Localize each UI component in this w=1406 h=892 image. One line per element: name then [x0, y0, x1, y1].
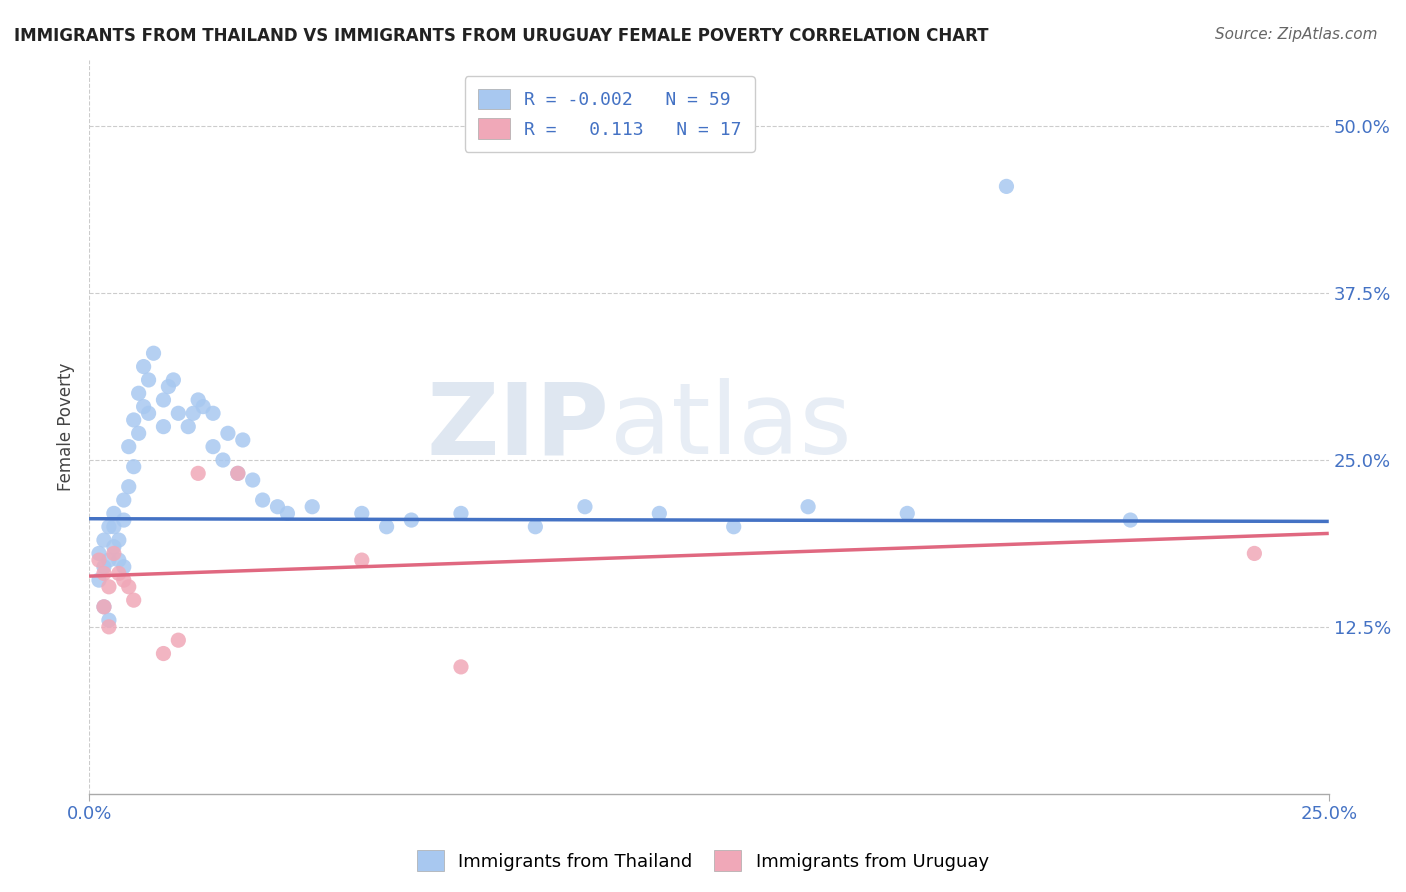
Point — [524, 520, 547, 534]
Point — [401, 513, 423, 527]
Point — [226, 467, 249, 481]
Point — [723, 520, 745, 534]
Point — [162, 373, 184, 387]
Point — [122, 459, 145, 474]
Point — [118, 440, 141, 454]
Point — [450, 660, 472, 674]
Point — [232, 433, 254, 447]
Point — [97, 580, 120, 594]
Point — [108, 533, 131, 547]
Point — [128, 426, 150, 441]
Point — [301, 500, 323, 514]
Text: Source: ZipAtlas.com: Source: ZipAtlas.com — [1215, 27, 1378, 42]
Point — [648, 507, 671, 521]
Legend: R = -0.002   N = 59, R =   0.113   N = 17: R = -0.002 N = 59, R = 0.113 N = 17 — [465, 76, 755, 152]
Point — [574, 500, 596, 514]
Point — [87, 546, 110, 560]
Point — [138, 406, 160, 420]
Point — [995, 179, 1018, 194]
Point — [212, 453, 235, 467]
Text: ZIP: ZIP — [427, 378, 610, 475]
Point — [138, 373, 160, 387]
Point — [266, 500, 288, 514]
Point — [112, 513, 135, 527]
Point — [152, 647, 174, 661]
Point — [132, 400, 155, 414]
Point — [93, 566, 115, 581]
Point — [112, 559, 135, 574]
Point — [122, 593, 145, 607]
Point — [152, 419, 174, 434]
Point — [128, 386, 150, 401]
Point — [118, 480, 141, 494]
Point — [108, 566, 131, 581]
Point — [167, 406, 190, 420]
Point — [93, 599, 115, 614]
Point — [191, 400, 214, 414]
Point — [97, 553, 120, 567]
Point — [350, 507, 373, 521]
Point — [252, 493, 274, 508]
Y-axis label: Female Poverty: Female Poverty — [58, 362, 75, 491]
Point — [202, 440, 225, 454]
Point — [93, 599, 115, 614]
Text: atlas: atlas — [610, 378, 852, 475]
Point — [167, 633, 190, 648]
Point — [103, 507, 125, 521]
Point — [152, 392, 174, 407]
Point — [93, 559, 115, 574]
Point — [132, 359, 155, 374]
Point — [375, 520, 398, 534]
Point — [1243, 546, 1265, 560]
Point — [103, 520, 125, 534]
Point — [177, 419, 200, 434]
Point — [93, 533, 115, 547]
Point — [276, 507, 298, 521]
Text: IMMIGRANTS FROM THAILAND VS IMMIGRANTS FROM URUGUAY FEMALE POVERTY CORRELATION C: IMMIGRANTS FROM THAILAND VS IMMIGRANTS F… — [14, 27, 988, 45]
Point — [157, 379, 180, 393]
Point — [217, 426, 239, 441]
Point — [896, 507, 918, 521]
Point — [97, 613, 120, 627]
Point — [187, 467, 209, 481]
Point — [112, 493, 135, 508]
Point — [450, 507, 472, 521]
Point — [103, 546, 125, 560]
Point — [202, 406, 225, 420]
Point — [122, 413, 145, 427]
Point — [797, 500, 820, 514]
Point — [181, 406, 204, 420]
Point — [112, 573, 135, 587]
Point — [1119, 513, 1142, 527]
Point — [97, 620, 120, 634]
Point — [142, 346, 165, 360]
Point — [103, 540, 125, 554]
Point — [87, 573, 110, 587]
Point — [97, 520, 120, 534]
Point — [87, 553, 110, 567]
Point — [108, 553, 131, 567]
Legend: Immigrants from Thailand, Immigrants from Uruguay: Immigrants from Thailand, Immigrants fro… — [409, 843, 997, 879]
Point — [350, 553, 373, 567]
Point — [187, 392, 209, 407]
Point — [118, 580, 141, 594]
Point — [242, 473, 264, 487]
Point — [226, 467, 249, 481]
